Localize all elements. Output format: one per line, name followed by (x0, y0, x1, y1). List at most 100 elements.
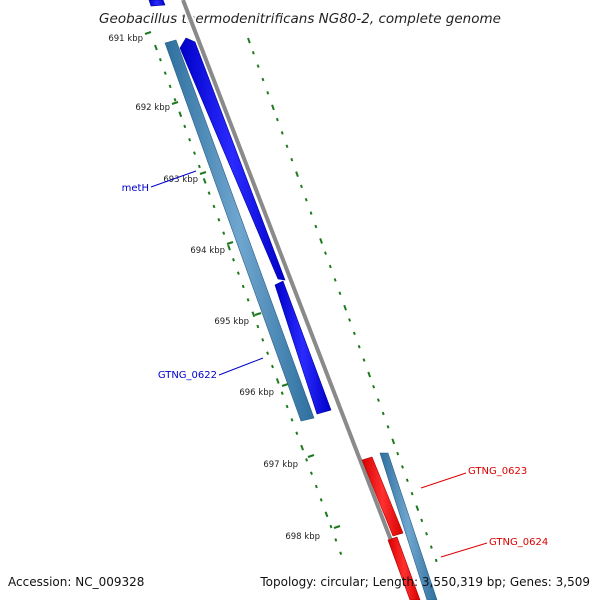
minor-tick (202, 178, 207, 184)
minor-tick (300, 444, 304, 451)
gene-label-text[interactable]: GTNG_0622 (158, 370, 217, 381)
minor-tick (271, 104, 275, 111)
minor-tick (290, 418, 294, 422)
gene-label-meth[interactable]: metH (122, 170, 197, 194)
gene-label-text[interactable]: GTNG_0624 (489, 537, 548, 548)
gene-label-text[interactable]: GTNG_0623 (468, 466, 527, 477)
gene-label-gtng-0624[interactable]: GTNG_0624 (440, 537, 548, 558)
minor-tick (386, 425, 390, 429)
minor-tick (295, 171, 299, 178)
tick-label: 691 kbp (108, 34, 143, 44)
minor-tick (343, 304, 348, 311)
minor-tick (367, 371, 372, 378)
minor-tick (310, 471, 313, 475)
genome-title: Geobacillus thermodenitrificans NG80-2, … (99, 11, 501, 27)
minor-tick (319, 238, 323, 244)
minor-tick (193, 151, 196, 155)
minor-tick (207, 191, 211, 195)
minor-tick (362, 358, 366, 362)
minor-tick (376, 398, 380, 402)
gene-feature-upstream[interactable] (148, 0, 166, 7)
gene-label-text[interactable]: metH (122, 183, 149, 194)
minor-tick (261, 338, 265, 342)
minor-tick (241, 284, 245, 289)
minor-tick (429, 545, 433, 549)
genome-summary-text: Topology: circular; Length: 3,550,319 bp… (259, 575, 590, 589)
minor-tick (222, 231, 226, 235)
minor-tick (338, 291, 342, 296)
tick-label: 698 kbp (285, 532, 320, 542)
minor-tick (280, 131, 284, 135)
minor-tick (348, 318, 352, 322)
minor-tick (357, 344, 361, 349)
minor-tick (251, 311, 256, 318)
minor-tick (405, 478, 409, 483)
cds-feature-reverse[interactable] (379, 452, 438, 600)
gene-feature-meth[interactable] (179, 37, 286, 281)
minor-tick (328, 264, 332, 269)
minor-tick (304, 197, 308, 202)
minor-tick (401, 465, 404, 469)
gene-feature-gtng-0624[interactable] (387, 536, 421, 600)
minor-tick (227, 244, 231, 251)
minor-tick (271, 364, 274, 369)
minor-tick (168, 84, 172, 89)
gene-label-gtng-0622[interactable]: GTNG_0622 (158, 357, 264, 381)
tick-label: 696 kbp (239, 388, 274, 398)
tick-axis: 691 kbp 692 kbp 693 kbp 694 kbp 695 kbp … (108, 31, 341, 542)
minor-tick (352, 331, 356, 336)
minor-tick (212, 204, 216, 209)
gene-label-gtng-0623[interactable]: GTNG_0623 (420, 466, 527, 489)
minor-tick (197, 164, 201, 169)
minor-tick (232, 258, 235, 262)
minor-tick (309, 211, 313, 215)
minor-tick (256, 324, 260, 329)
tick-label: 694 kbp (190, 246, 225, 256)
minor-tick (334, 538, 338, 542)
minor-tick (154, 44, 158, 51)
minor-tick (188, 138, 192, 142)
minor-tick (319, 498, 323, 502)
minor-tick (158, 57, 162, 62)
minor-tick (266, 91, 270, 95)
genome-backbone (179, 0, 418, 600)
minor-tick (434, 558, 438, 563)
minor-tick (415, 505, 420, 512)
minor-tick (420, 518, 424, 523)
minor-tick (381, 411, 385, 416)
minor-tick (324, 251, 327, 255)
minor-tick (173, 98, 177, 102)
minor-tick (275, 378, 280, 384)
minor-tick (372, 385, 376, 389)
gene-feature-gtng-0623[interactable] (361, 456, 404, 537)
tick-label: 695 kbp (214, 317, 249, 327)
minor-tick (410, 491, 414, 496)
minor-tick (396, 451, 400, 456)
accession-text: Accession: NC_009328 (8, 575, 144, 589)
gene-feature-gtng-0622[interactable] (274, 280, 332, 415)
minor-tick (280, 391, 284, 395)
tick-label: 697 kbp (263, 460, 298, 470)
minor-tick (305, 458, 309, 462)
minor-tick (314, 484, 318, 489)
minor-tick (333, 278, 337, 282)
minor-tick (246, 298, 250, 302)
minor-tick (163, 71, 167, 75)
tick-track-inner (154, 44, 343, 555)
minor-tick (290, 157, 294, 162)
minor-tick (314, 224, 318, 229)
minor-tick (425, 531, 428, 536)
minor-tick (217, 218, 221, 222)
tick-label: 693 kbp (163, 175, 198, 185)
cds-feature-forward[interactable] (164, 39, 315, 422)
minor-tick (295, 431, 299, 435)
minor-tick (247, 37, 251, 44)
minor-tick (256, 64, 260, 68)
minor-tick (183, 124, 187, 129)
minor-tick (391, 438, 396, 445)
minor-tick (261, 77, 265, 82)
minor-tick (299, 184, 303, 189)
minor-tick (285, 144, 289, 149)
minor-tick (236, 271, 240, 275)
